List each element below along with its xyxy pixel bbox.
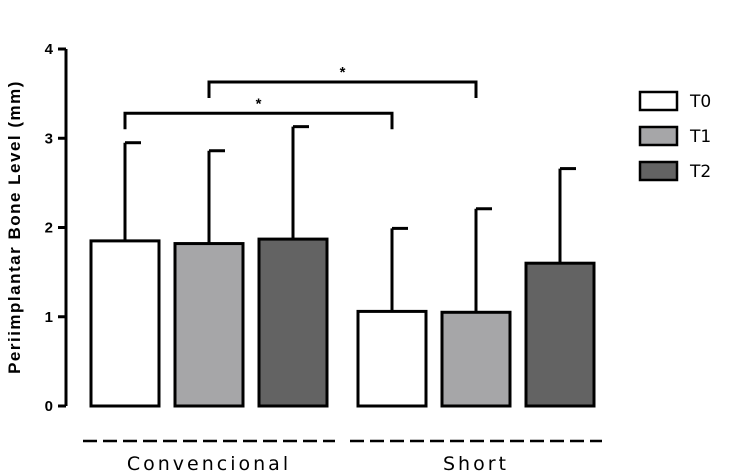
y-tick-label-0: 0 bbox=[45, 398, 53, 415]
group-label-short: Short bbox=[443, 453, 509, 475]
significance-brackets: ** bbox=[123, 64, 478, 130]
significance-marker-0: * bbox=[256, 95, 262, 112]
bar-T1-convencional bbox=[173, 242, 245, 408]
legend-swatch-T1 bbox=[638, 125, 679, 147]
significance-marker-1: * bbox=[340, 64, 346, 81]
bar-T2-convencional bbox=[257, 237, 329, 408]
bar-T1-short bbox=[440, 310, 512, 408]
group-labels: Convencional Short bbox=[83, 439, 602, 475]
legend-label-T1: T1 bbox=[689, 127, 711, 147]
error-bars bbox=[123, 125, 576, 313]
bars bbox=[89, 237, 596, 408]
legend-swatch-T2 bbox=[638, 160, 679, 182]
y-tick-label-1: 1 bbox=[45, 309, 53, 326]
y-tick-label-4: 4 bbox=[45, 41, 54, 58]
significance-bracket-1 bbox=[207, 80, 478, 99]
bar-T2-short bbox=[524, 261, 596, 408]
y-tick-label-3: 3 bbox=[45, 130, 53, 147]
legend-swatch-T0 bbox=[638, 90, 679, 112]
y-axis: 0 1 2 3 4 bbox=[45, 41, 68, 415]
bar-T0-convencional bbox=[89, 239, 161, 408]
legend: T0 T1 T2 bbox=[638, 90, 711, 182]
legend-label-T2: T2 bbox=[689, 162, 711, 182]
y-axis-label: Periimplantar Bone Level (mm) bbox=[5, 80, 24, 374]
group-label-convencional: Convencional bbox=[127, 453, 291, 475]
significance-bracket-0 bbox=[123, 111, 394, 130]
y-tick-label-2: 2 bbox=[45, 220, 53, 237]
legend-label-T0: T0 bbox=[689, 92, 711, 112]
bar-T0-short bbox=[356, 309, 428, 408]
